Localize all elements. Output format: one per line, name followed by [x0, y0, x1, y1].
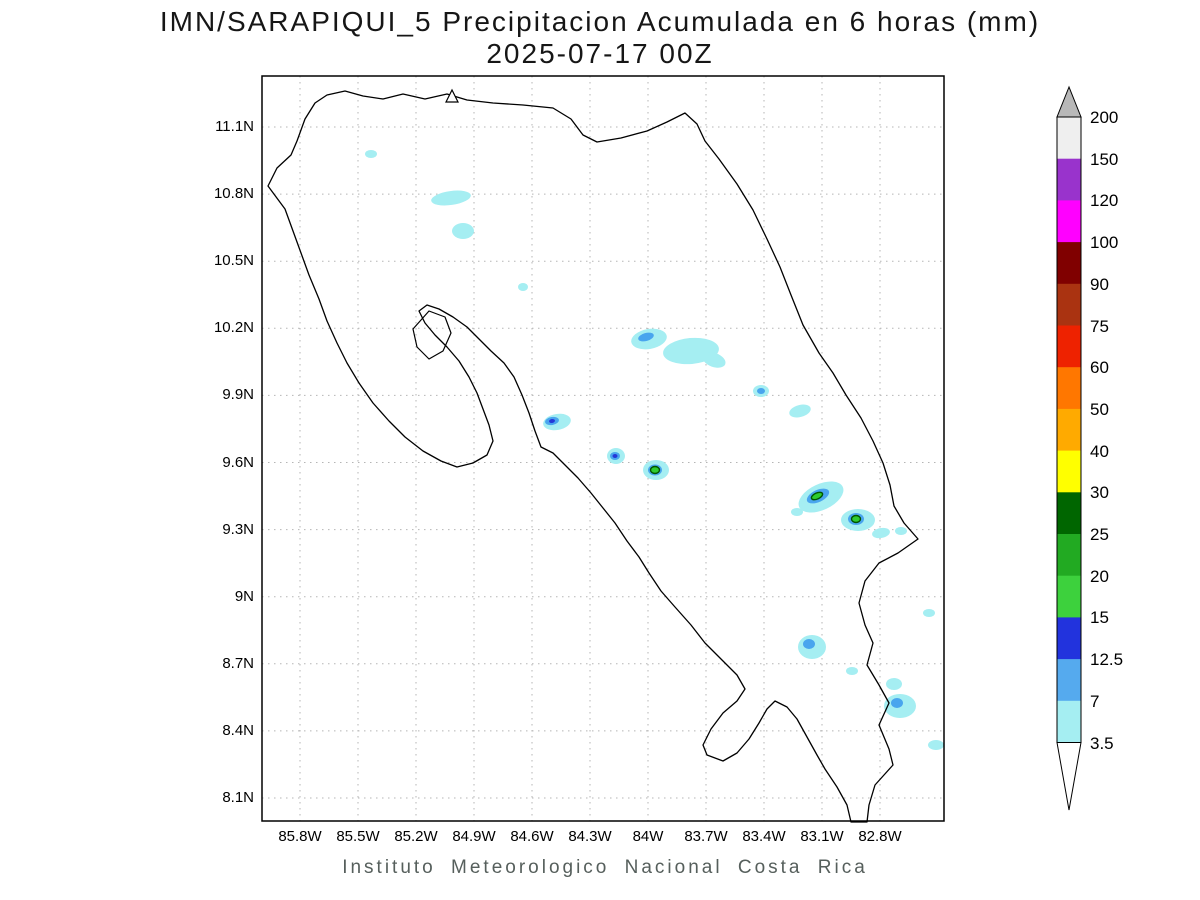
colorbar-tick-label: 7	[1090, 691, 1100, 711]
lat-tick-label: 8.4N	[222, 721, 254, 739]
colorbar-tick-label: 3.5	[1090, 733, 1114, 753]
colorbar-segment	[1057, 492, 1081, 535]
precip-blob-db	[549, 418, 555, 424]
precip-blob-g	[810, 491, 824, 501]
lat-tick-label: 10.5N	[213, 252, 254, 270]
lon-tick-label: 82.8W	[858, 828, 902, 845]
colorbar-tick-label: 12.5	[1090, 650, 1124, 670]
precip-blob-db	[612, 454, 618, 458]
costa-rica-coastline	[267, 90, 919, 823]
colorbar-segment	[1057, 450, 1081, 493]
lat-tick-label: 11.1N	[215, 118, 254, 135]
lat-tick-label: 9.3N	[222, 520, 254, 538]
colorbar-under-triangle	[1056, 742, 1082, 811]
lat-tick-label: 10.2N	[213, 319, 254, 337]
colorbar-segment	[1057, 575, 1081, 618]
lon-tick-label: 83.4W	[742, 828, 786, 845]
caption: Instituto Meteorologico Nacional Costa R…	[342, 857, 868, 878]
lon-tick-label: 83.1W	[800, 828, 844, 845]
lon-tick-label: 84.6W	[510, 828, 554, 845]
precip-blob-c	[928, 740, 944, 750]
precip-blob-c	[518, 283, 528, 291]
colorbar-tick-label: 120	[1090, 191, 1119, 211]
lat-tick-label: 9.6N	[222, 453, 254, 471]
colorbar-segment	[1057, 534, 1081, 577]
precip-blob-g	[649, 465, 661, 475]
precip-blob-c	[452, 223, 474, 239]
gridlines	[262, 76, 944, 821]
colorbar-tick-label: 150	[1090, 149, 1119, 169]
colorbar-segment	[1057, 200, 1081, 243]
colorbar-segment	[1057, 283, 1081, 326]
lat-tick-label: 8.1N	[222, 789, 254, 806]
colorbar-tick-label: 15	[1090, 608, 1109, 628]
colorbar-tick-label: 75	[1090, 316, 1109, 336]
colorbar-tick-label: 60	[1090, 358, 1109, 378]
colorbar-segment	[1057, 325, 1081, 368]
precip-blob-c	[702, 352, 726, 368]
colorbar-tick-label: 40	[1090, 441, 1109, 461]
lon-tick-label: 84.3W	[568, 828, 612, 845]
chira-island-outline	[412, 310, 452, 360]
lat-tick-label: 9.9N	[222, 386, 254, 404]
lat-tick-label: 8.7N	[222, 654, 254, 672]
colorbar-tick-label: 50	[1090, 399, 1109, 419]
precip-blob-c	[886, 678, 902, 690]
chart-title-line1: IMN/SARAPIQUI_5 Precipitacion Acumulada …	[159, 6, 1041, 37]
precipitation-blobs	[365, 150, 944, 750]
lat-tick-label: 10.8N	[213, 185, 254, 203]
colorbar-segment	[1057, 242, 1081, 285]
colorbar-tick-label: 20	[1090, 566, 1109, 586]
precip-blob-b	[803, 639, 815, 649]
chart-title-line2: 2025-07-17 00Z	[486, 38, 714, 69]
colorbar-over-triangle	[1056, 85, 1082, 118]
precip-blob-b	[638, 332, 654, 342]
lon-tick-label: 83.7W	[684, 828, 728, 845]
precip-blob-c	[431, 190, 471, 206]
colorbar-segment	[1057, 367, 1081, 410]
colorbar-segment	[1057, 158, 1081, 201]
colorbar-tick-label: 90	[1090, 274, 1109, 294]
precip-blob-c	[791, 508, 803, 516]
plot-frame	[261, 75, 945, 822]
precip-blob-g	[850, 514, 862, 524]
colorbar-segment	[1057, 117, 1081, 160]
precip-blob-c	[846, 667, 858, 675]
colorbar-segment	[1057, 700, 1081, 743]
lon-tick-label: 85.8W	[278, 828, 322, 845]
colorbar-segment	[1057, 408, 1081, 452]
lon-tick-label: 84.9W	[452, 828, 496, 845]
colorbar-tick-label: 25	[1090, 525, 1109, 544]
colorbar-segment	[1057, 659, 1081, 702]
colorbar-tick-label: 200	[1090, 108, 1119, 127]
precip-blob-b	[757, 388, 765, 394]
colorbar-segment	[1057, 617, 1081, 660]
precip-blob-c	[872, 527, 890, 539]
colorbar-tick-label: 100	[1090, 233, 1119, 253]
precip-blob-b	[891, 698, 903, 708]
lon-tick-label: 84W	[632, 828, 664, 845]
lat-tick-label: 9N	[234, 587, 254, 605]
precip-blob-c	[923, 609, 935, 617]
precip-blob-c	[365, 150, 377, 158]
precip-blob-c	[895, 527, 907, 535]
colorbar-tick-label: 30	[1090, 483, 1109, 503]
lon-tick-label: 85.5W	[336, 828, 380, 845]
lon-tick-label: 85.2W	[394, 828, 438, 845]
triangle-marker	[445, 88, 459, 103]
precip-blob-c	[789, 404, 811, 418]
colorbar	[1056, 85, 1082, 811]
